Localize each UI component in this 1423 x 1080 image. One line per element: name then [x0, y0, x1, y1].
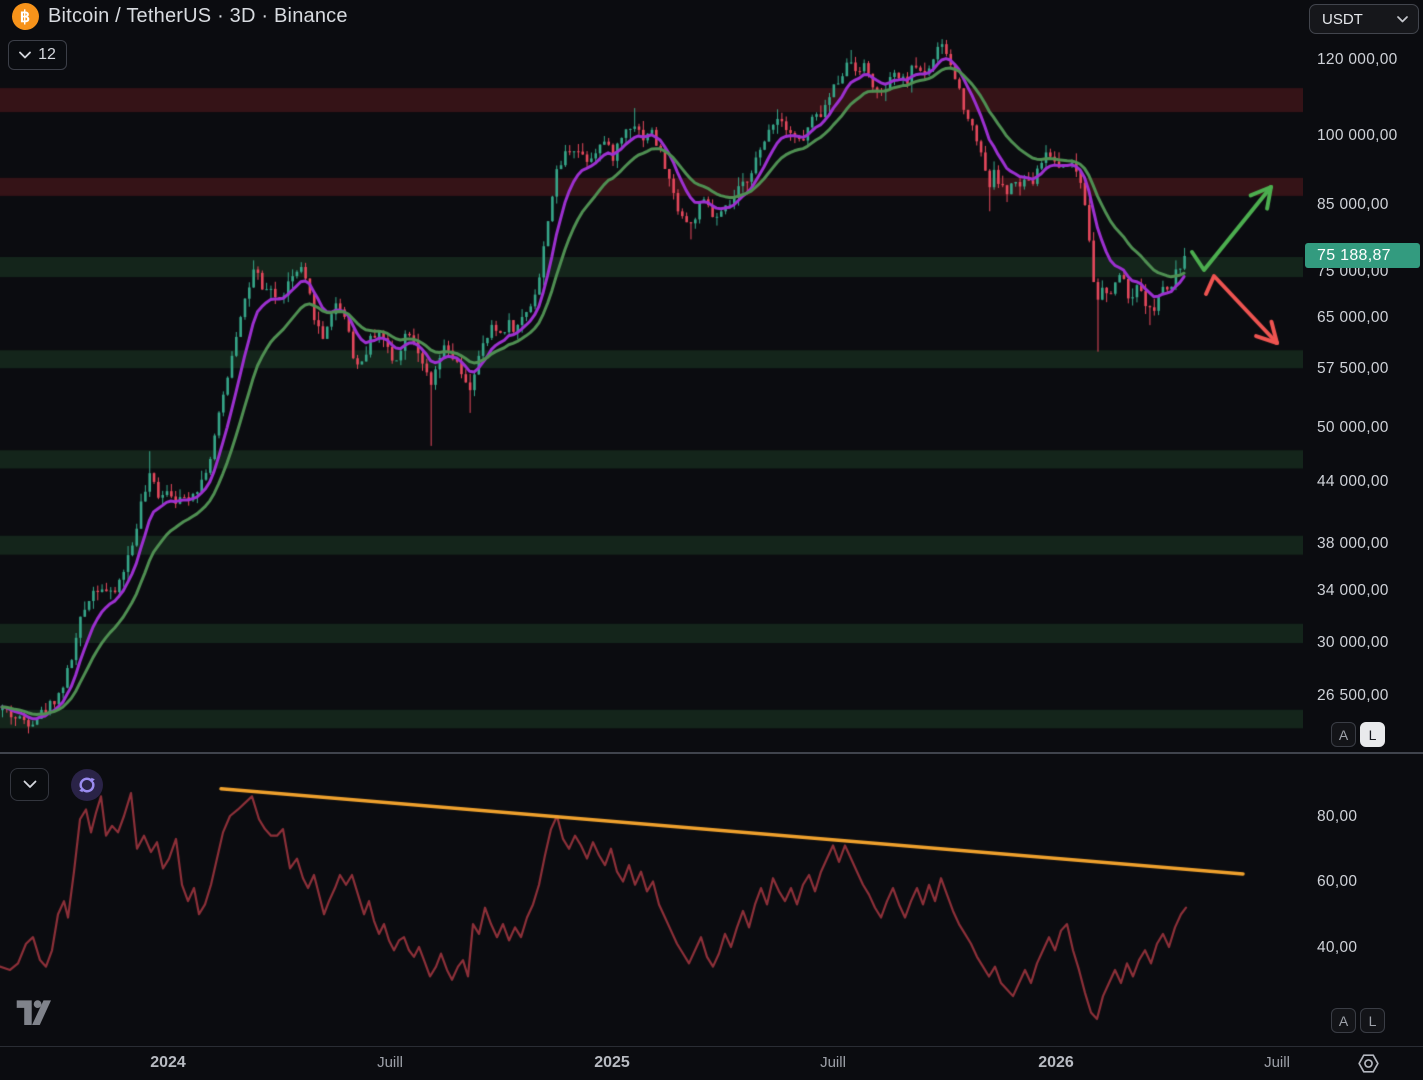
indicator-axis-label: 80,00	[1317, 807, 1358, 825]
price-axis[interactable]: 120 000,00 100 000,00 85 000,00 75 000,00 65…	[1303, 0, 1423, 1046]
price-axis-label: 57 500,00	[1317, 360, 1389, 378]
log-scale-button-indicator[interactable]: L	[1360, 1008, 1385, 1033]
chevron-down-icon	[23, 780, 36, 788]
chevron-down-icon	[19, 51, 31, 59]
auto-scale-button-indicator[interactable]: A	[1331, 1008, 1356, 1033]
time-axis-settings-button[interactable]	[1355, 1050, 1382, 1077]
symbol-title[interactable]: Bitcoin / TetherUS · 3D · Binance	[48, 5, 348, 27]
time-axis-year-label: 2026	[1038, 1054, 1074, 1071]
time-axis-month-label: Juill	[820, 1054, 846, 1071]
pane-separator[interactable]	[0, 752, 1423, 754]
legend-count: 12	[38, 46, 56, 63]
price-axis-label: 50 000,00	[1317, 419, 1389, 437]
legend-collapse-button[interactable]: 12	[8, 40, 67, 70]
log-scale-button-main[interactable]: L	[1360, 722, 1385, 747]
price-axis-label: 30 000,00	[1317, 634, 1389, 652]
time-axis-year-label: 2025	[594, 1054, 630, 1071]
price-axis-label: 44 000,00	[1317, 473, 1389, 491]
price-axis-label: 120 000,00	[1317, 50, 1398, 68]
indicator-collapse-button[interactable]	[10, 768, 49, 801]
hexagon-settings-icon	[1358, 1054, 1379, 1073]
bitcoin-icon: ฿	[9, 0, 42, 33]
time-axis-year-label: 2024	[150, 1054, 186, 1071]
chevron-down-icon	[1397, 15, 1408, 22]
indicator-sync-icon[interactable]	[71, 769, 103, 801]
price-axis-label: 65 000,00	[1317, 308, 1389, 326]
indicator-chart-canvas[interactable]	[0, 755, 1303, 1046]
indicator-axis-label: 40,00	[1317, 938, 1358, 956]
tradingview-logo[interactable]	[16, 995, 56, 1030]
last-price-badge: 75 188,87	[1305, 243, 1420, 269]
price-axis-label: 38 000,00	[1317, 534, 1389, 552]
price-axis-label: 34 000,00	[1317, 581, 1389, 599]
price-axis-label: 85 000,00	[1317, 195, 1389, 213]
indicator-axis-label: 60,00	[1317, 873, 1358, 890]
price-axis-label: 100 000,00	[1317, 127, 1398, 145]
indicator-scale-buttons: A L	[1331, 1008, 1385, 1033]
time-axis-month-label: Juill	[377, 1054, 403, 1071]
time-axis-separator	[0, 1046, 1423, 1047]
last-price-value: 75 188,87	[1317, 247, 1391, 265]
time-axis[interactable]: 2024 Juill 2025 Juill 2026 Juill	[0, 1047, 1423, 1080]
time-axis-month-label: Juill	[1264, 1054, 1290, 1071]
currency-selector-value: USDT	[1322, 10, 1363, 28]
main-scale-buttons: A L	[1331, 722, 1385, 747]
main-chart-canvas[interactable]	[0, 0, 1303, 755]
currency-selector[interactable]: USDT	[1309, 4, 1419, 34]
symbol-header: ฿ Bitcoin / TetherUS · 3D · Binance	[9, 0, 348, 33]
auto-scale-button-main[interactable]: A	[1331, 722, 1356, 747]
tradingview-mark-icon	[16, 1000, 51, 1025]
circular-arrows-icon	[79, 777, 95, 793]
price-axis-label: 26 500,00	[1317, 686, 1389, 704]
